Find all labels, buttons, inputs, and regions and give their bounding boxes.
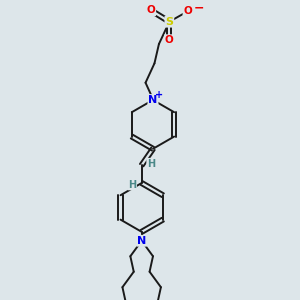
Text: O: O [146, 5, 155, 15]
Text: H: H [128, 179, 136, 190]
Text: N: N [148, 95, 158, 105]
Text: +: + [155, 90, 164, 100]
Text: −: − [194, 1, 204, 14]
Text: O: O [183, 6, 192, 16]
Text: N: N [137, 236, 146, 246]
Text: O: O [165, 35, 174, 45]
Text: H: H [147, 159, 155, 169]
Text: S: S [165, 17, 173, 27]
